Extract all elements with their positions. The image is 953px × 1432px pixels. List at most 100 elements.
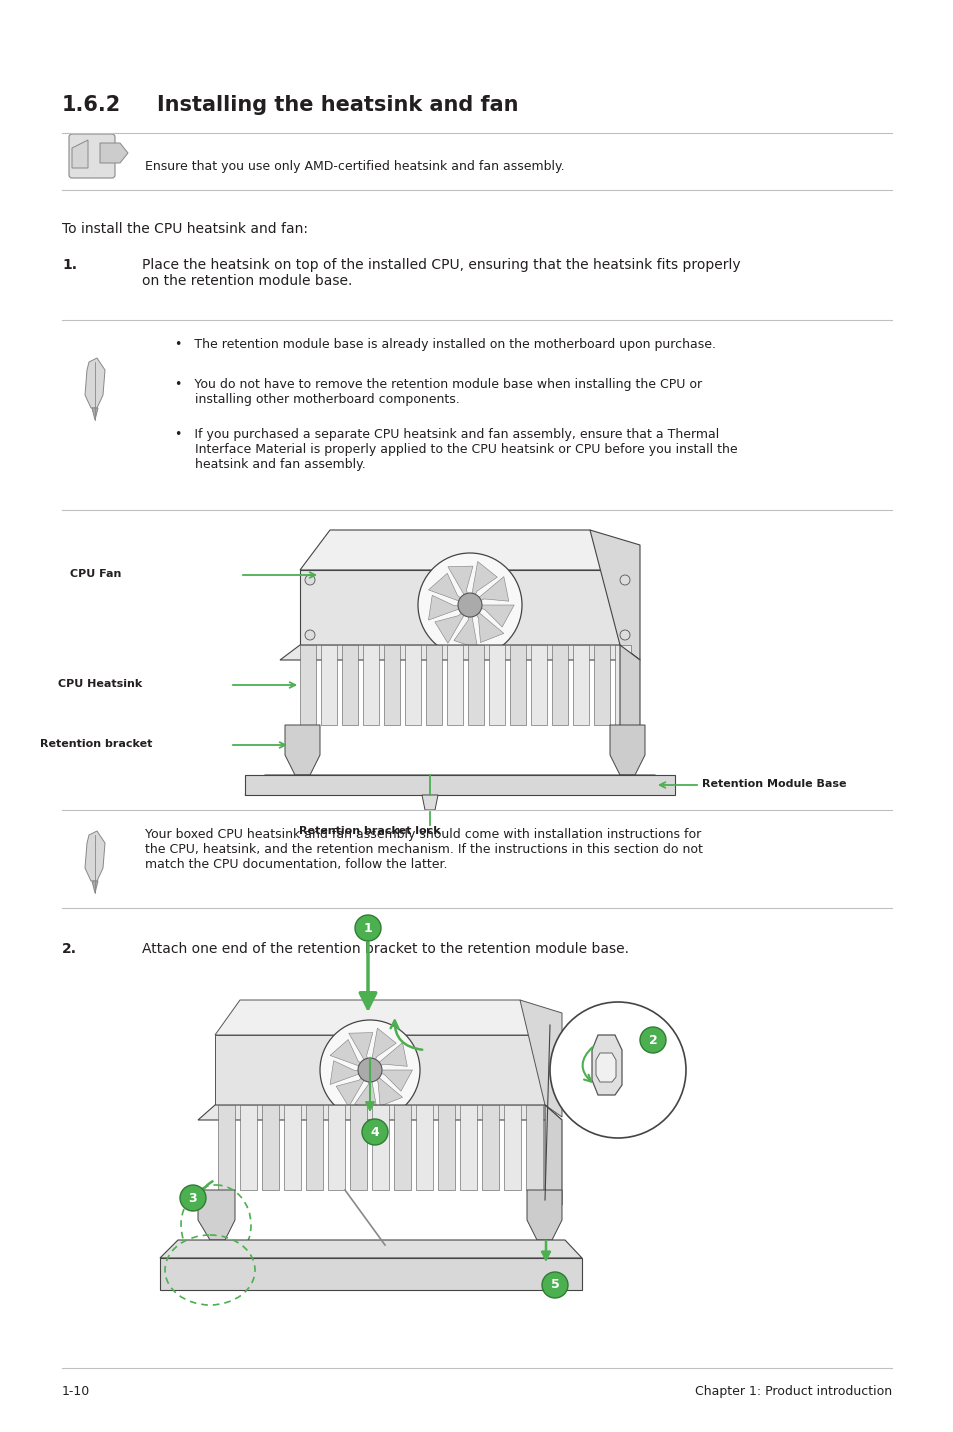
Polygon shape	[245, 775, 675, 795]
FancyArrowPatch shape	[390, 1021, 422, 1050]
Polygon shape	[470, 577, 508, 604]
Polygon shape	[544, 1106, 561, 1204]
Circle shape	[355, 915, 380, 941]
Polygon shape	[198, 1190, 234, 1240]
Polygon shape	[245, 775, 675, 795]
Polygon shape	[299, 644, 315, 725]
Polygon shape	[384, 644, 399, 725]
Polygon shape	[526, 1190, 561, 1240]
Polygon shape	[330, 1040, 370, 1070]
Polygon shape	[470, 604, 503, 643]
Polygon shape	[370, 1070, 402, 1106]
Polygon shape	[470, 604, 514, 627]
Polygon shape	[299, 570, 619, 644]
Polygon shape	[596, 1053, 616, 1083]
Circle shape	[417, 553, 521, 657]
Text: Ensure that you use only AMD-certified heatsink and fan assembly.: Ensure that you use only AMD-certified h…	[145, 160, 564, 173]
Polygon shape	[85, 358, 105, 408]
FancyArrowPatch shape	[582, 1047, 592, 1081]
Text: 1: 1	[363, 922, 372, 935]
Circle shape	[305, 630, 314, 640]
Polygon shape	[100, 143, 128, 163]
Circle shape	[550, 1002, 685, 1138]
Text: Chapter 1: Product introduction: Chapter 1: Product introduction	[694, 1385, 891, 1398]
Text: Retention Module Base: Retention Module Base	[701, 779, 845, 789]
Polygon shape	[198, 1106, 561, 1120]
FancyBboxPatch shape	[69, 135, 115, 178]
Text: 1-10: 1-10	[62, 1385, 91, 1398]
Polygon shape	[394, 1106, 411, 1190]
Polygon shape	[525, 1106, 542, 1190]
Text: 2.: 2.	[62, 942, 77, 957]
Polygon shape	[416, 1106, 433, 1190]
Polygon shape	[306, 1106, 323, 1190]
Circle shape	[619, 630, 629, 640]
Polygon shape	[372, 1106, 389, 1190]
Text: Installing the heatsink and fan: Installing the heatsink and fan	[157, 95, 518, 115]
Polygon shape	[609, 725, 644, 775]
Polygon shape	[405, 644, 420, 725]
Circle shape	[319, 1020, 419, 1120]
Text: CPU Fan: CPU Fan	[70, 569, 121, 579]
Polygon shape	[428, 573, 470, 604]
Circle shape	[619, 576, 629, 586]
Text: •   You do not have to remove the retention module base when installing the CPU : • You do not have to remove the retentio…	[174, 378, 701, 407]
Circle shape	[305, 576, 314, 586]
Polygon shape	[335, 1070, 370, 1107]
Circle shape	[541, 1272, 567, 1297]
Polygon shape	[519, 1000, 561, 1117]
Polygon shape	[91, 881, 98, 894]
Circle shape	[457, 593, 481, 617]
Polygon shape	[619, 644, 639, 740]
Polygon shape	[214, 1000, 544, 1035]
Text: Place the heatsink on top of the installed CPU, ensuring that the heatsink fits : Place the heatsink on top of the install…	[142, 258, 740, 288]
Circle shape	[357, 1058, 381, 1083]
Polygon shape	[218, 1106, 234, 1190]
Text: 3: 3	[189, 1191, 197, 1204]
Polygon shape	[71, 140, 88, 168]
Polygon shape	[363, 644, 378, 725]
Text: Retention bracket: Retention bracket	[40, 739, 152, 749]
Polygon shape	[503, 1106, 520, 1190]
Polygon shape	[370, 1042, 407, 1070]
Polygon shape	[470, 561, 497, 604]
Polygon shape	[341, 644, 357, 725]
Polygon shape	[262, 1106, 278, 1190]
Text: 5: 5	[550, 1279, 558, 1292]
Text: To install the CPU heatsink and fan:: To install the CPU heatsink and fan:	[62, 222, 308, 236]
Polygon shape	[437, 1106, 455, 1190]
Polygon shape	[615, 644, 630, 725]
Polygon shape	[459, 1106, 476, 1190]
Polygon shape	[349, 1032, 373, 1070]
Polygon shape	[370, 1028, 395, 1070]
Polygon shape	[421, 795, 437, 811]
Polygon shape	[240, 1106, 256, 1190]
Polygon shape	[510, 644, 525, 725]
Text: 1.6.2: 1.6.2	[62, 95, 121, 115]
Polygon shape	[91, 408, 98, 420]
FancyArrowPatch shape	[196, 1181, 213, 1204]
Polygon shape	[328, 1106, 345, 1190]
Polygon shape	[160, 1257, 581, 1290]
Polygon shape	[468, 644, 483, 725]
Polygon shape	[592, 1035, 621, 1095]
Polygon shape	[489, 644, 504, 725]
Polygon shape	[447, 644, 462, 725]
Text: 4: 4	[370, 1126, 379, 1138]
Polygon shape	[370, 1070, 412, 1091]
Polygon shape	[589, 530, 639, 660]
Text: 1.: 1.	[62, 258, 77, 272]
Text: Your boxed CPU heatsink and fan assembly should come with installation instructi: Your boxed CPU heatsink and fan assembly…	[145, 828, 702, 871]
Polygon shape	[320, 644, 336, 725]
Polygon shape	[428, 596, 470, 620]
Polygon shape	[573, 644, 588, 725]
Polygon shape	[214, 1035, 544, 1106]
Polygon shape	[426, 644, 441, 725]
Circle shape	[639, 1027, 665, 1053]
Polygon shape	[552, 644, 567, 725]
Text: Attach one end of the retention bracket to the retention module base.: Attach one end of the retention bracket …	[142, 942, 628, 957]
Text: 2: 2	[648, 1034, 657, 1047]
Polygon shape	[435, 604, 470, 643]
Polygon shape	[447, 566, 473, 604]
Polygon shape	[350, 1106, 367, 1190]
